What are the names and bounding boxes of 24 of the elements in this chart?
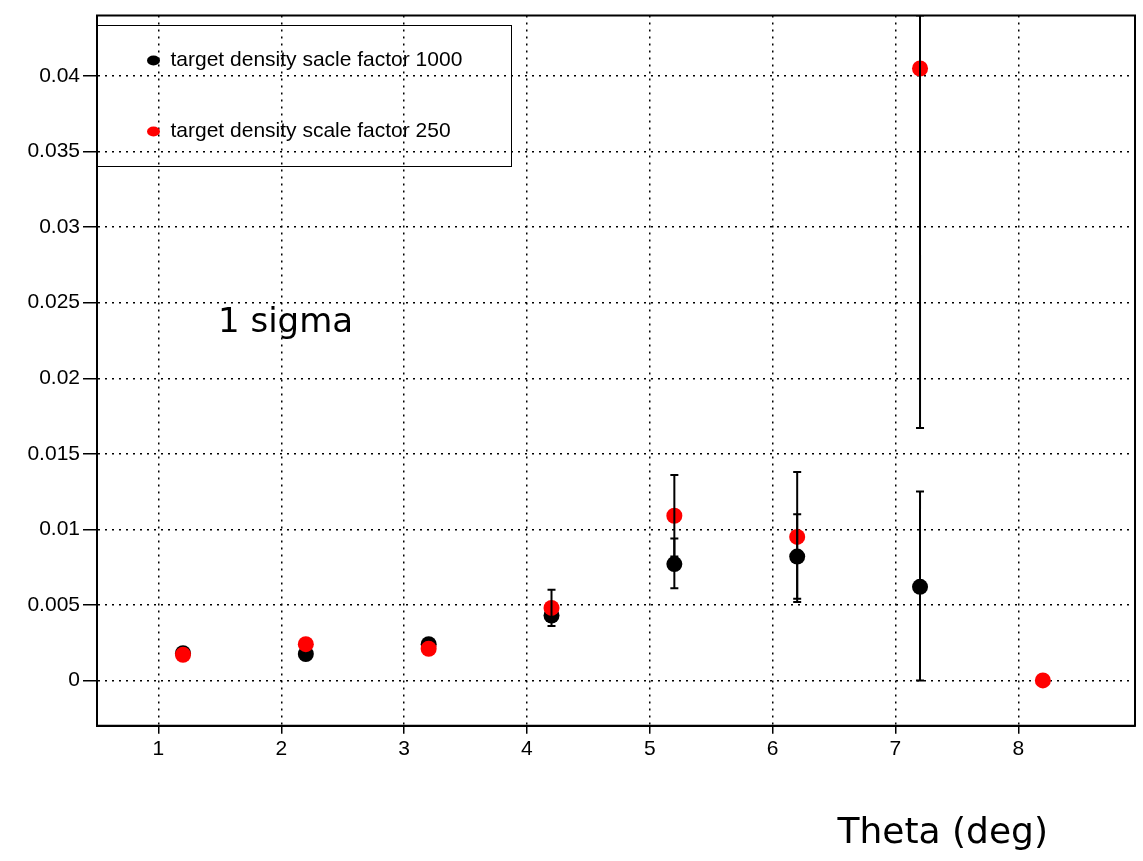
y-tick-label: 0.01 — [39, 516, 80, 540]
y-tick-label: 0.015 — [27, 440, 80, 464]
point — [297, 636, 314, 653]
point — [1034, 672, 1051, 689]
legend-label: target density scale factor 250 — [170, 118, 451, 142]
x-tick-label: 5 — [643, 736, 656, 760]
y-tick-label: 0.02 — [39, 365, 80, 389]
x-axis-title: Theta (deg) — [837, 810, 1048, 851]
y-tick-label: 0.04 — [39, 62, 81, 86]
x-tick-label: 8 — [1012, 736, 1025, 760]
point — [420, 640, 437, 657]
x-tick-label: 1 — [152, 736, 165, 760]
legend-label: target density sacle factor 1000 — [170, 47, 463, 71]
annotation: 1 sigma — [218, 300, 354, 340]
y-tick-label: 0.03 — [39, 213, 80, 237]
x-tick-label: 4 — [521, 736, 534, 760]
x-tick-label: 3 — [398, 736, 410, 760]
y-tick-label: 0.035 — [27, 138, 80, 162]
y-tick-label: 0 — [68, 667, 80, 691]
y-tick-label: 0.025 — [27, 289, 80, 313]
x-tick-label: 7 — [889, 736, 902, 760]
x-tick-label: 6 — [766, 736, 779, 760]
y-tick-label: 0.005 — [27, 591, 80, 615]
x-tick-label: 2 — [275, 736, 288, 760]
